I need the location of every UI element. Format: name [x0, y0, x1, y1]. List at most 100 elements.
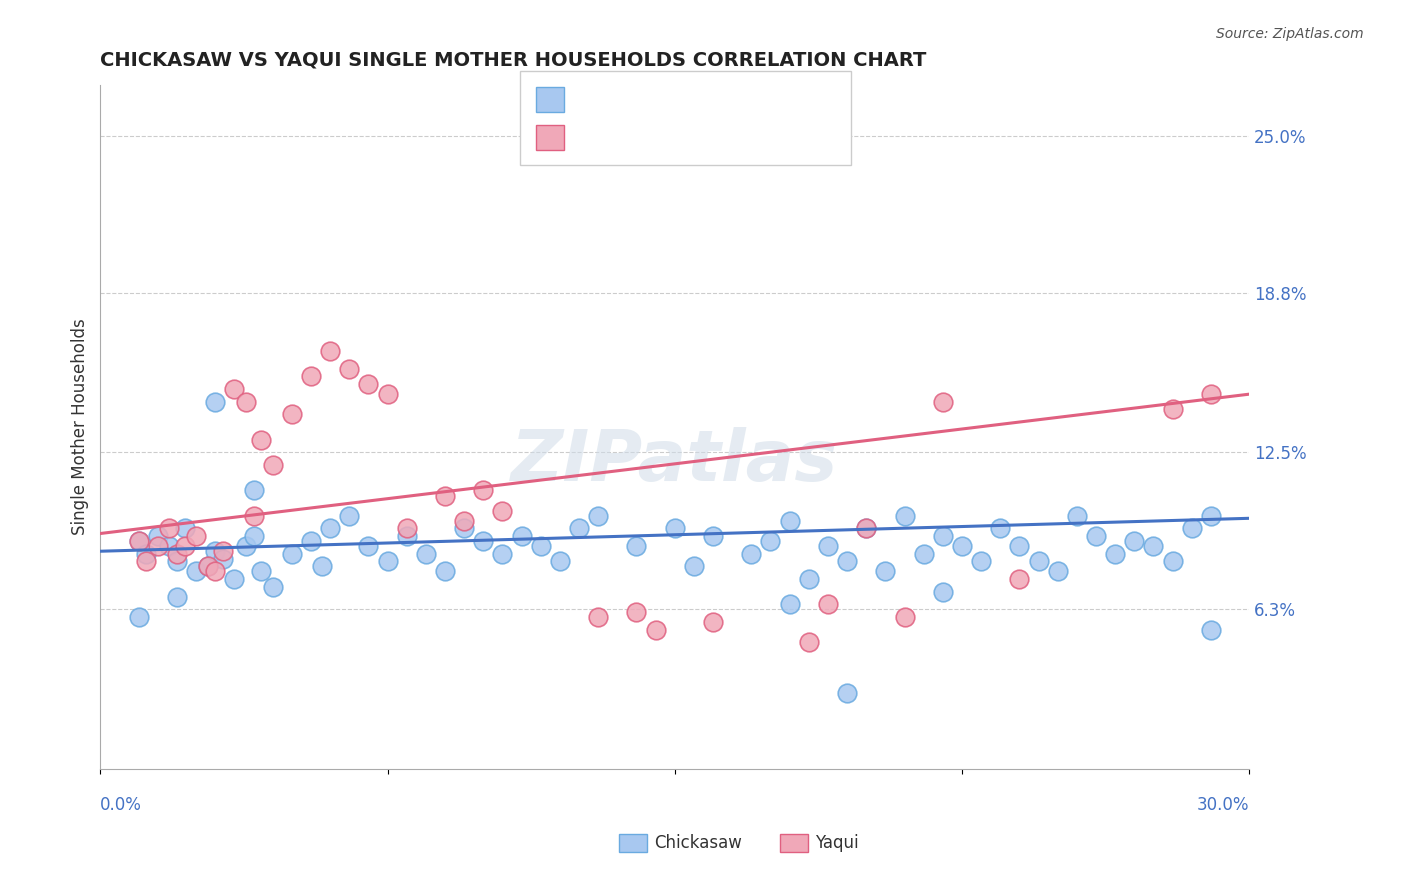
Point	[835, 554, 858, 568]
Point	[242, 529, 264, 543]
Point	[173, 521, 195, 535]
Point	[146, 539, 169, 553]
Point	[875, 565, 897, 579]
Point	[586, 508, 609, 523]
Point	[157, 539, 180, 553]
Point	[135, 554, 157, 568]
Point	[166, 547, 188, 561]
Point	[1046, 565, 1069, 579]
Point	[912, 547, 935, 561]
Point	[626, 605, 648, 619]
Point	[855, 521, 877, 535]
Point	[311, 559, 333, 574]
Point	[453, 521, 475, 535]
Text: N = 70: N = 70	[724, 87, 782, 104]
Text: Source: ZipAtlas.com: Source: ZipAtlas.com	[1216, 27, 1364, 41]
Point	[250, 565, 273, 579]
Point	[357, 539, 380, 553]
Text: 0.0%: 0.0%	[100, 797, 142, 814]
Point	[204, 394, 226, 409]
Point	[510, 529, 533, 543]
Point	[212, 544, 235, 558]
Point	[433, 565, 456, 579]
Point	[395, 529, 418, 543]
Point	[855, 521, 877, 535]
Point	[932, 394, 955, 409]
Point	[337, 361, 360, 376]
Point	[817, 598, 839, 612]
Point	[128, 610, 150, 624]
Text: 30.0%: 30.0%	[1197, 797, 1249, 814]
Point	[950, 539, 973, 553]
Point	[184, 529, 207, 543]
Point	[262, 458, 284, 472]
Point	[281, 408, 304, 422]
Point	[250, 433, 273, 447]
Point	[702, 529, 724, 543]
Point	[797, 635, 820, 649]
Point	[184, 565, 207, 579]
Point	[1028, 554, 1050, 568]
Point	[702, 615, 724, 629]
Point	[128, 534, 150, 549]
Point	[740, 547, 762, 561]
Point	[319, 344, 342, 359]
Point	[357, 377, 380, 392]
Point	[970, 554, 993, 568]
Point	[281, 547, 304, 561]
Point	[1199, 623, 1222, 637]
Point	[415, 547, 437, 561]
Point	[1085, 529, 1108, 543]
Point	[491, 547, 513, 561]
Point	[212, 551, 235, 566]
Point	[197, 559, 219, 574]
Point	[1181, 521, 1204, 535]
Point	[683, 559, 706, 574]
Point	[530, 539, 553, 553]
Point	[893, 508, 915, 523]
Point	[932, 529, 955, 543]
Point	[779, 514, 801, 528]
Point	[1104, 547, 1126, 561]
Point	[472, 483, 495, 498]
Point	[472, 534, 495, 549]
Point	[146, 529, 169, 543]
Point	[835, 686, 858, 700]
Point	[644, 623, 666, 637]
Point	[664, 521, 686, 535]
Point	[128, 534, 150, 549]
Point	[1008, 572, 1031, 586]
Point	[166, 554, 188, 568]
Point	[157, 521, 180, 535]
Point	[548, 554, 571, 568]
Point	[433, 488, 456, 502]
Text: Yaqui: Yaqui	[815, 834, 859, 852]
Point	[1199, 508, 1222, 523]
Point	[299, 534, 322, 549]
Text: R =  0.229: R = 0.229	[572, 125, 661, 143]
Point	[491, 504, 513, 518]
Point	[319, 521, 342, 535]
Point	[377, 387, 399, 401]
Point	[204, 544, 226, 558]
Point	[1199, 387, 1222, 401]
Point	[1066, 508, 1088, 523]
Point	[173, 539, 195, 553]
Point	[817, 539, 839, 553]
Point	[204, 565, 226, 579]
Text: Chickasaw: Chickasaw	[654, 834, 742, 852]
Point	[235, 394, 257, 409]
Point	[1161, 554, 1184, 568]
Point	[453, 514, 475, 528]
Text: CHICKASAW VS YAQUI SINGLE MOTHER HOUSEHOLDS CORRELATION CHART: CHICKASAW VS YAQUI SINGLE MOTHER HOUSEHO…	[100, 51, 927, 70]
Point	[893, 610, 915, 624]
Point	[779, 598, 801, 612]
Point	[197, 559, 219, 574]
Point	[586, 610, 609, 624]
Point	[626, 539, 648, 553]
Text: ZIPatlas: ZIPatlas	[510, 426, 838, 496]
Point	[932, 584, 955, 599]
Point	[262, 580, 284, 594]
Point	[224, 382, 246, 396]
Point	[568, 521, 591, 535]
